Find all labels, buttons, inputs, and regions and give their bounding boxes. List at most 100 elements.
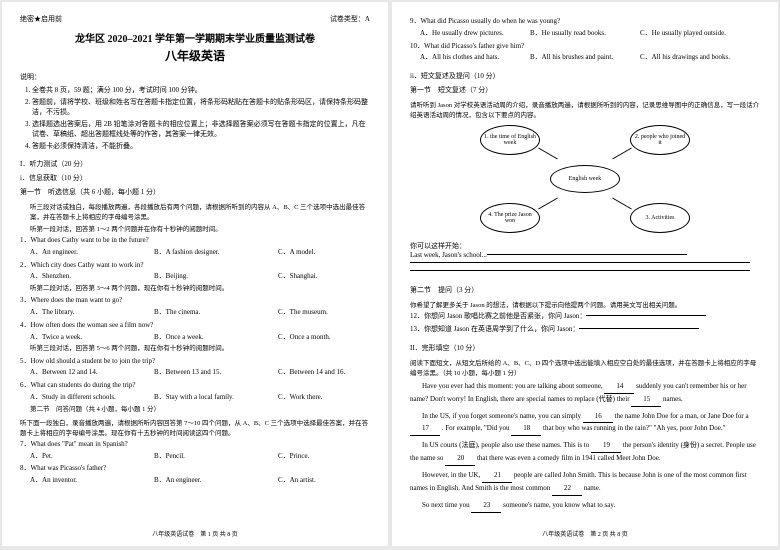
option-c: C．All his drawings and books. (640, 53, 740, 63)
cloze-p1: Have you ever had this moment: you are t… (410, 381, 760, 407)
cloze-p2: In the US, if you forget someone's name,… (410, 411, 760, 437)
question-options: A．He usually drew pictures. B．He usually… (420, 29, 760, 39)
question-options: A．Between 12 and 14. B．Between 13 and 15… (30, 368, 370, 378)
diagram-node-2: 2. people who joined it (630, 125, 690, 155)
question-text: 4．How often does the woman see a film no… (20, 321, 370, 331)
instruction-item: 答题前，请将学校、班级和姓名写在答题卡指定位置，将条形码粘贴在答题卡的贴条形码区… (32, 97, 370, 118)
listening-title: I．听力测试（20 分） (20, 159, 370, 169)
mind-map-diagram: 1. the time of English week 2. people wh… (445, 125, 725, 235)
diagram-line (612, 198, 632, 210)
question-text: 9．What did Picasso usually do when he wa… (410, 17, 760, 27)
option-a: A．An engineer. (30, 248, 130, 258)
answer-blank (410, 270, 750, 271)
option-b: B．Once a week. (154, 333, 254, 343)
listening-info: i．信息获取（10 分） (20, 173, 370, 183)
question-options: A．An engineer. B．A fashion designer. C．A… (30, 248, 370, 258)
header-secret: 绝密★启用前 (20, 14, 62, 24)
question-options: A．An inventor. B．An engineer. C．An artis… (30, 476, 370, 486)
document-root: 绝密★启用前 试卷类型：A 龙华区 2020–2021 学年第一学期期末学业质量… (0, 0, 780, 548)
diagram-line (612, 148, 632, 160)
part1-desc2: 听第一段对话，回答第 1～2 两个问题并在你有十秒钟的阅题时间。 (30, 223, 370, 233)
part-ii-desc: 请听听到 Jason 对学校英语活动周的介绍，录音播放两遍，请根据所听到的内容，… (410, 99, 760, 119)
option-a: A．Pet. (30, 452, 130, 462)
question-options: A．The library. B．The cinema. C．The museu… (30, 308, 370, 318)
option-b: B．Stay with a local family. (154, 393, 254, 403)
question-5: 5．How old should a student be to join th… (20, 357, 370, 379)
question-text: 6．What can students do during the trip? (20, 381, 370, 391)
cloze-blank-16: 16 (583, 411, 613, 424)
option-b: B．Beijing. (154, 272, 254, 282)
cloze-p4: However, in the UK, 21 people are called… (410, 470, 760, 496)
option-c: C．Prince. (278, 452, 378, 462)
segment-note: 听第三段对话，回答第 5～6 两个问题，现在你有十秒钟的阅题时间。 (30, 344, 370, 353)
page-footer: 八年级英语试卷 第 1 页 共 8 页 (2, 529, 388, 538)
option-a: A．Twice a week. (30, 333, 130, 343)
listening-part1: 第一节 听选信息（共 6 小题，每小题 1 分） (20, 187, 370, 197)
answer-blank (586, 315, 706, 316)
diagram-line (538, 148, 558, 160)
header-type: 试卷类型：A (330, 14, 370, 24)
exam-subtitle: 八年级英语 (20, 47, 370, 64)
question-13: 13．你想知道 Jason 在英语周学到了什么，你问 Jason： (410, 325, 760, 335)
cloze-blank-22: 22 (552, 483, 582, 496)
question-text: 3．Where does the man want to go? (20, 296, 370, 306)
cloze-blank-23: 23 (471, 500, 501, 513)
question-8: 8．What was Picasso's father? A．An invent… (20, 464, 370, 486)
page-footer: 八年级英语试卷 第 2 页 共 8 页 (392, 529, 778, 538)
option-c: C．Shanghai. (278, 272, 378, 282)
question-9: 9．What did Picasso usually do when he wa… (410, 17, 760, 39)
part1-desc1: 听三段对话或独白，每段播放两遍，各段播放后有两个问题，请根据所听到的内容从 A、… (30, 201, 370, 221)
cloze-blank-20: 20 (445, 453, 475, 466)
segment-note: 听第二段对话，回答第 3～4 两个问题，现在你有十秒钟的阅题时间。 (30, 284, 370, 293)
answer-blank (487, 254, 687, 255)
option-c: C．An artist. (278, 476, 378, 486)
exam-title: 龙华区 2020–2021 学年第一学期期末学业质量监测试卷 (20, 30, 370, 45)
segment-note: 第二节 问答问题（共 4 小题，每小题 1 分） (30, 405, 370, 414)
question-7: 7．What does "Pat" mean in Spanish? A．Pet… (20, 440, 370, 462)
question-options: A．Pet. B．Pencil. C．Prince. (30, 452, 370, 462)
option-b: B．He usually read books. (530, 29, 630, 39)
question-options: A．Study in different schools. B．Stay wit… (30, 393, 370, 403)
ask-desc: 你希望了解更多关于 Jason 的想法，请根据以下提示向他提两个问题。请用英文写… (410, 299, 760, 309)
instruction-item: 全卷共 8 页，59 题；满分 100 分，考试时间 100 分钟。 (32, 85, 370, 96)
cloze-blank-17: 17 (410, 423, 440, 436)
option-c: C．He usually played outside. (640, 29, 740, 39)
retell-prompt: 你可以这样开始： (410, 241, 760, 251)
question-text: 10．What did Picasso's father give him? (410, 42, 760, 52)
cloze-blank-15: 15 (631, 394, 661, 407)
answer-blank (579, 328, 699, 329)
cloze-blank-21: 21 (482, 470, 512, 483)
cloze-p3: In US courts (法庭), people also use these… (410, 440, 760, 466)
option-b: B．Pencil. (154, 452, 254, 462)
option-a: A．He usually drew pictures. (420, 29, 520, 39)
option-b: B．A fashion designer. (154, 248, 254, 258)
option-c: C．Once a month. (278, 333, 378, 343)
question-10: 10．What did Picasso's father give him? A… (410, 42, 760, 64)
option-c: C．The museum. (278, 308, 378, 318)
option-b: B．All his brushes and paint. (530, 53, 630, 63)
diagram-node-1: 1. the time of English week (480, 125, 540, 155)
question-options: A．Shenzhen. B．Beijing. C．Shanghai. (30, 272, 370, 282)
question-3: 3．Where does the man want to go? A．The l… (20, 296, 370, 318)
diagram-node-4: 4. The prize Jason won (480, 203, 540, 233)
question-text: 8．What was Picasso's father? (20, 464, 370, 474)
question-12: 12．你想问 Jason 歌唱比赛之前他是否紧张，你问 Jason： (410, 312, 760, 322)
instruction-item: 答题卡必须保持清洁，不能折叠。 (32, 141, 370, 152)
instructions-list: 全卷共 8 页，59 题；满分 100 分，考试时间 100 分钟。 答题前，请… (20, 85, 370, 151)
question-text: 7．What does "Pat" mean in Spanish? (20, 440, 370, 450)
instruction-item: 选择题选出答案后，用 2B 铅笔涂对答题卡的相应位置上；非选择题答案必须写在答题… (32, 119, 370, 140)
option-a: A．Between 12 and 14. (30, 368, 130, 378)
question-options: A．Twice a week. B．Once a week. C．Once a … (30, 333, 370, 343)
option-b: B．Between 13 and 15. (154, 368, 254, 378)
question-options: A．All his clothes and hats. B．All his br… (420, 53, 760, 63)
question-text: 2．Which city does Cathy want to work in? (20, 261, 370, 271)
part-ii-title: ii．短文复述及提问（10 分） (410, 71, 760, 81)
option-b: B．An engineer. (154, 476, 254, 486)
option-c: C．Work there. (278, 393, 378, 403)
instructions-label: 说明： (20, 72, 370, 82)
option-a: A．All his clothes and hats. (420, 53, 520, 63)
option-a: A．An inventor. (30, 476, 130, 486)
cloze-blank-14: 14 (604, 381, 634, 394)
cloze-blank-18: 18 (511, 423, 541, 436)
cloze-p5: So next time you 23 someone's name, you … (410, 500, 760, 513)
